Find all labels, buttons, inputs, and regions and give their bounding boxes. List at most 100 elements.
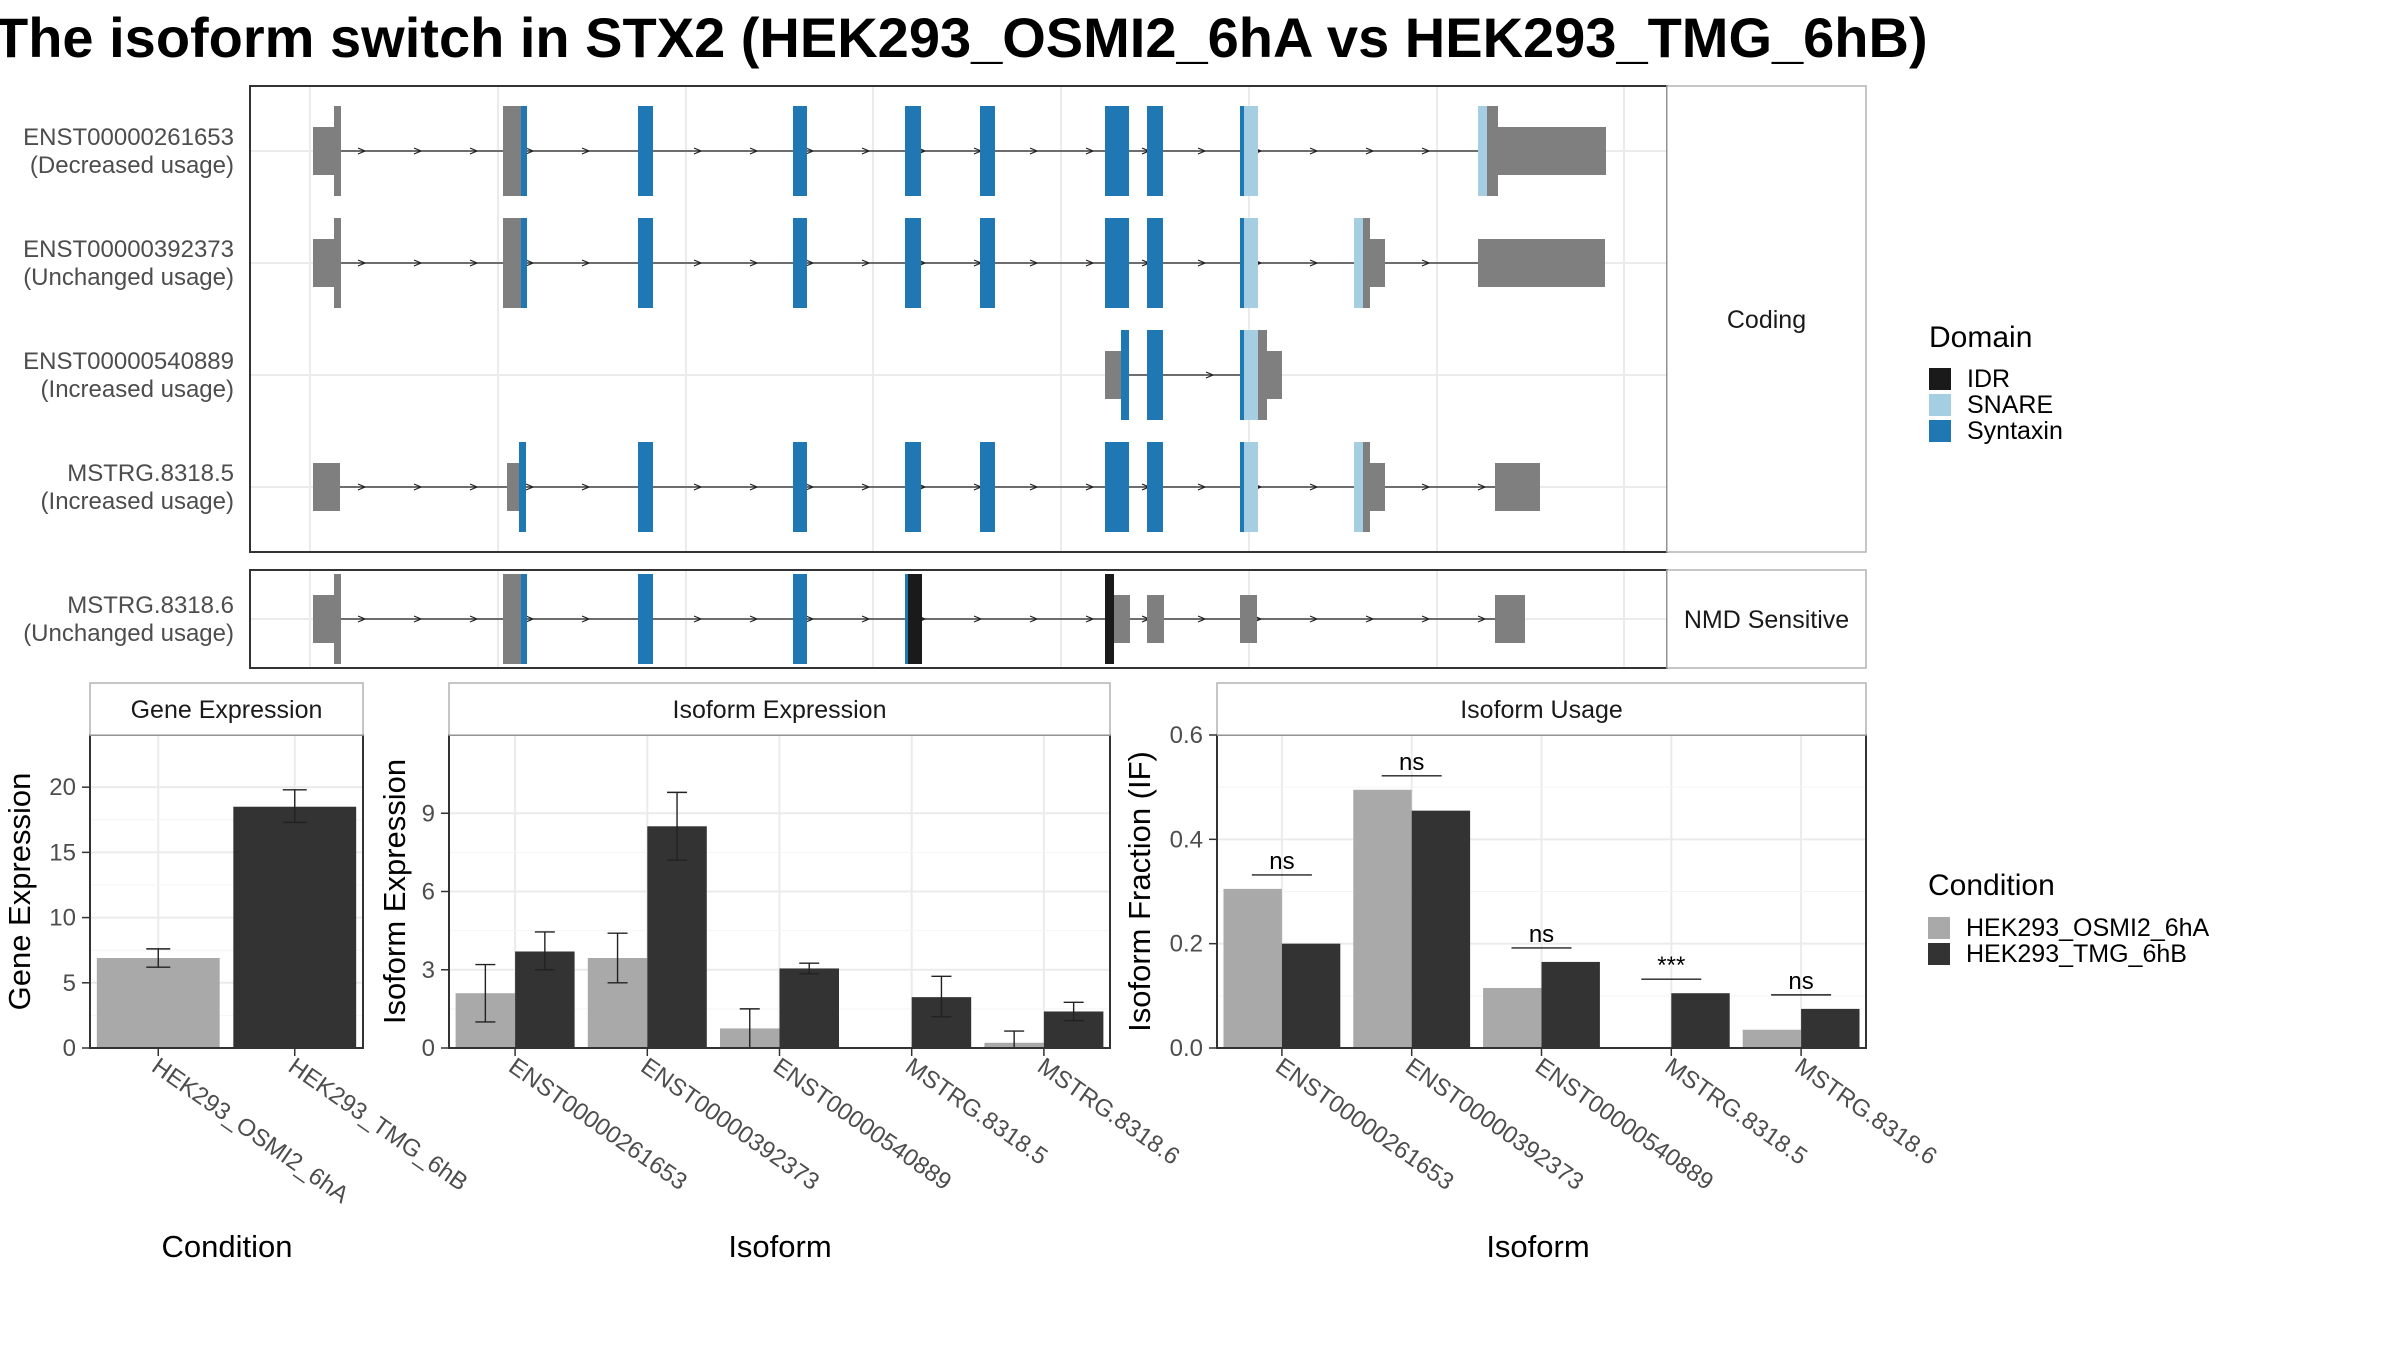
strand-arrow [413, 615, 423, 623]
transcript-id-label: ENST00000261653 [23, 124, 234, 151]
strand-arrow [469, 259, 479, 267]
exon-block [793, 106, 807, 196]
x-axis-title: Condition [162, 1229, 293, 1264]
legend-swatch [1928, 917, 1950, 939]
exon-block [521, 218, 527, 308]
strand-arrow [805, 615, 815, 623]
strand-arrow [693, 259, 703, 267]
strand-arrow [861, 615, 871, 623]
chart-title: Gene Expression [131, 696, 323, 724]
exon-block [521, 574, 527, 664]
exon-block [334, 218, 341, 308]
transcript-track [313, 218, 1605, 308]
exon-block [1244, 218, 1258, 308]
figure-title: The isoform switch in STX2 (HEK293_OSMI2… [0, 6, 1928, 69]
exon-block [1240, 442, 1244, 532]
bar [1483, 988, 1542, 1048]
bar [96, 958, 220, 1048]
transcript-id-label: MSTRG.8318.6 [67, 592, 234, 619]
facet-strip [89, 682, 364, 736]
strand-arrow [1421, 147, 1431, 155]
exon-block [1244, 330, 1258, 420]
strand-arrow [973, 615, 983, 623]
bar [233, 806, 357, 1048]
y-tick-label: 15 [49, 839, 76, 866]
x-axis-title: Isoform [1486, 1229, 1589, 1264]
bar [1742, 1029, 1802, 1048]
error-bar [282, 789, 307, 824]
exon-block [905, 442, 921, 532]
chart-title: Isoform Expression [673, 696, 887, 724]
error-bar [931, 975, 952, 1018]
strand-arrow [1085, 259, 1095, 267]
facet-strip [1216, 682, 1867, 736]
exon-block [1478, 239, 1605, 287]
legend-swatch [1929, 394, 1951, 416]
y-axis-title: Gene Expression [2, 773, 37, 1011]
exon-block [1147, 218, 1163, 308]
error-bar [607, 932, 628, 984]
chart-title: Isoform Usage [1460, 696, 1623, 724]
transcript-usage-label: (Unchanged usage) [23, 264, 234, 291]
error-bar [799, 962, 820, 975]
exon-block [1354, 218, 1363, 308]
strand-arrow [469, 147, 479, 155]
exon-block [507, 463, 519, 511]
y-tick-label: 10 [49, 905, 76, 932]
bar [1223, 888, 1282, 1048]
expression-charts: Gene Expression05101520HEK293_OSMI2_6hAH… [2, 682, 1942, 1264]
exon-block [334, 106, 341, 196]
exon-block [1240, 218, 1244, 308]
error-bar [146, 948, 171, 968]
strand-arrow [413, 483, 423, 491]
strand-arrow [1029, 615, 1039, 623]
legend-swatch [1929, 368, 1951, 390]
strand-arrow [469, 615, 479, 623]
exon-block [638, 574, 653, 664]
significance-label: ns [1788, 968, 1813, 995]
strand-arrow [1477, 615, 1487, 623]
significance-label: ns [1399, 749, 1424, 776]
bar [1281, 943, 1341, 1048]
exon-block [1105, 351, 1121, 399]
error-bar [475, 963, 496, 1023]
exon-block [1240, 106, 1244, 196]
transcript-track [313, 442, 1540, 532]
facet-strip [448, 682, 1111, 736]
y-axis-title: Isoform Expression [377, 759, 412, 1024]
exon-block [905, 106, 921, 196]
x-axis-title: Isoform [728, 1229, 831, 1264]
transcript-id-label: ENST00000392373 [23, 236, 234, 263]
exon-block [334, 574, 341, 664]
strand-arrow [1197, 147, 1207, 155]
significance-label: *** [1657, 952, 1685, 979]
strand-arrow [357, 259, 367, 267]
y-tick-label: 3 [422, 957, 435, 984]
exon-block [503, 218, 521, 308]
y-tick-label: 20 [49, 774, 76, 801]
strand-arrow [581, 483, 591, 491]
exon-block [1244, 106, 1258, 196]
exon-block [1105, 574, 1114, 664]
strand-arrow [861, 147, 871, 155]
error-bar [1063, 1001, 1084, 1022]
error-bar [667, 791, 688, 861]
strand-arrow [1197, 483, 1207, 491]
exon-block [313, 595, 337, 643]
strand-arrow [525, 483, 535, 491]
transcript-track [313, 106, 1606, 196]
transcript-usage-label: (Unchanged usage) [23, 620, 234, 647]
y-tick-label: 0.0 [1170, 1035, 1203, 1062]
y-axis-title: Isoform Fraction (IF) [1122, 751, 1157, 1032]
exon-block [1147, 595, 1164, 643]
bar [647, 826, 707, 1048]
bar [1671, 993, 1730, 1048]
strand-arrow [805, 259, 815, 267]
strand-arrow [805, 483, 815, 491]
strand-arrow [357, 483, 367, 491]
strand-arrow [1365, 615, 1375, 623]
exon-block [638, 106, 653, 196]
strand-arrow [861, 483, 871, 491]
legend-title: Domain [1929, 321, 2032, 354]
